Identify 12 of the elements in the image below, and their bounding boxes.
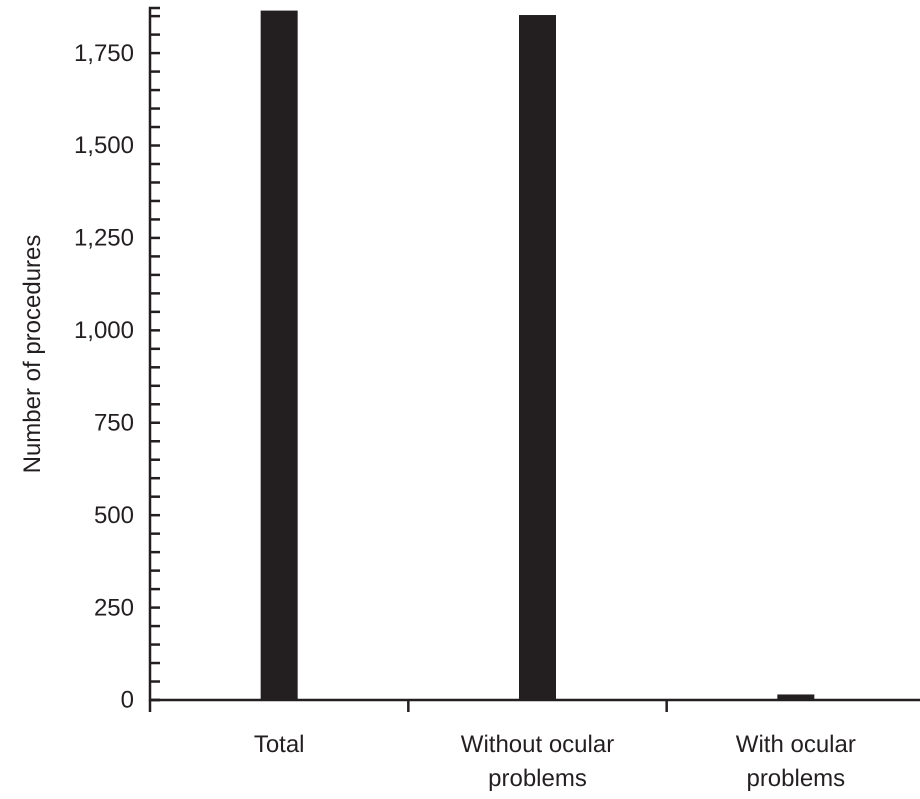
y-tick-label: 1,000: [74, 317, 134, 344]
y-tick-label: 0: [120, 686, 134, 714]
y-axis-title: Number of procedures: [19, 234, 46, 474]
y-tick-label: 1,750: [74, 40, 134, 67]
x-tick-label: With ocular problems: [736, 731, 856, 792]
y-tick-label: 500: [94, 502, 134, 529]
y-tick-label: 250: [94, 594, 134, 622]
y-tick-label: 1,250: [74, 224, 134, 252]
y-tick-label: 750: [94, 409, 134, 436]
x-tick-label: Total: [254, 731, 305, 758]
x-tick-label: Without ocular problems: [460, 731, 614, 792]
y-tick-label: 1,500: [74, 132, 134, 160]
